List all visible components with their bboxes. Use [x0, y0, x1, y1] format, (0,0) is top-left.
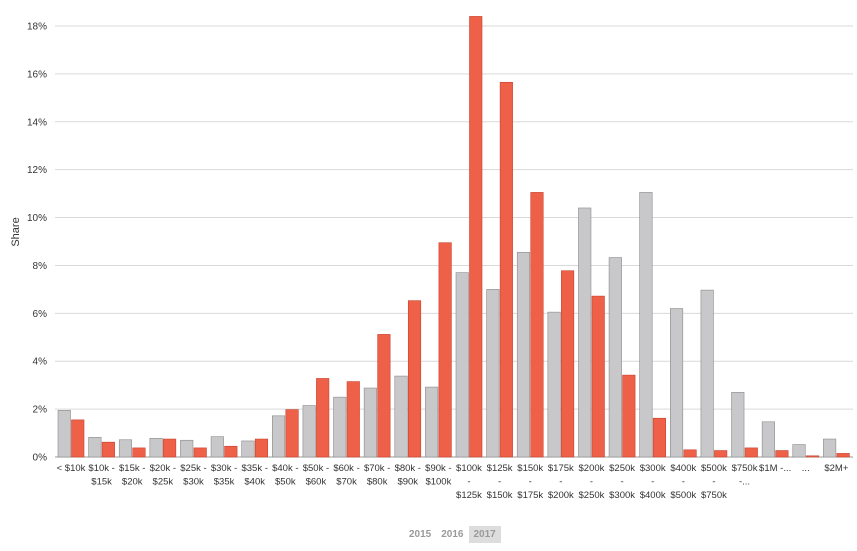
x-tick-label: ... — [802, 463, 810, 474]
bar-2017[interactable] — [530, 192, 544, 458]
year-2017-button[interactable]: 2017 — [468, 526, 501, 543]
bar-2016[interactable] — [363, 387, 377, 458]
x-tick-label: $250k -$300k — [609, 463, 635, 501]
bar-2016[interactable] — [792, 444, 806, 458]
x-tick-label: $60k -$70k — [333, 463, 359, 488]
x-tick-label: $150k -$175k — [517, 463, 543, 501]
bar-2017[interactable] — [561, 270, 575, 458]
x-axis-ticks: < $10k $10k -$15k$15k -$20k$20k -$25k$25k… — [57, 463, 849, 501]
bar-2017[interactable] — [132, 447, 146, 458]
x-tick-label: $25k -$30k — [180, 463, 206, 488]
bar-2016[interactable] — [88, 437, 102, 458]
bar-2017[interactable] — [193, 447, 207, 458]
x-tick-label: $400k -$500k — [670, 463, 696, 501]
bar-2016[interactable] — [731, 392, 745, 458]
x-tick-label: $20k -$25k — [150, 463, 176, 488]
bar-2016[interactable] — [486, 289, 500, 458]
bars — [57, 16, 850, 458]
bar-2017[interactable] — [224, 445, 238, 458]
x-tick-label: $15k -$20k — [119, 463, 145, 488]
x-tick-label: $35k -$40k — [241, 463, 267, 488]
y-tick-label: 16% — [27, 69, 47, 80]
x-tick-label: $750k -... — [732, 463, 758, 488]
bar-2016[interactable] — [578, 207, 592, 458]
y-tick-label: 8% — [33, 261, 48, 272]
grid-lines — [55, 25, 853, 458]
bar-2016[interactable] — [302, 405, 316, 458]
bar-2017[interactable] — [469, 16, 483, 458]
bar-2016[interactable] — [455, 272, 469, 458]
bar-2017[interactable] — [499, 81, 513, 458]
bar-2017[interactable] — [683, 449, 697, 458]
x-tick-label: < $10k — [57, 463, 86, 474]
bar-2016[interactable] — [516, 251, 531, 458]
x-tick-label: $70k -$80k — [364, 463, 390, 488]
bar-2016[interactable] — [761, 421, 775, 458]
y-axis-ticks: 0% 2% 4% 6% 8% 10% 12% 14% 16% 18% — [27, 22, 47, 464]
bar-2017[interactable] — [652, 417, 666, 458]
bar-2017[interactable] — [346, 381, 360, 458]
x-tick-label: $300k -$400k — [640, 463, 666, 501]
bar-2016[interactable] — [394, 375, 408, 458]
x-tick-label: $50k -$60k — [303, 463, 329, 488]
bar-2017[interactable] — [316, 378, 330, 458]
bar-2017[interactable] — [101, 441, 115, 458]
x-tick-label: $30k -$35k — [211, 463, 237, 488]
bar-2017[interactable] — [836, 453, 850, 458]
bar-2017[interactable] — [71, 419, 85, 458]
bar-2017[interactable] — [775, 450, 789, 458]
bar-2017[interactable] — [377, 334, 391, 458]
x-tick-label: $40k -$50k — [272, 463, 298, 488]
bar-2017[interactable] — [622, 374, 636, 458]
y-tick-label: 2% — [33, 405, 48, 416]
x-tick-label: $200k -$250k — [579, 463, 605, 501]
x-tick-label: $2M+ — [824, 463, 848, 474]
bar-2017[interactable] — [805, 455, 820, 458]
bar-2016[interactable] — [118, 439, 133, 458]
x-tick-label: $500k -$750k — [701, 463, 727, 501]
bar-2016[interactable] — [272, 415, 286, 458]
bar-2016[interactable] — [823, 438, 837, 458]
bar-2016[interactable] — [639, 192, 653, 458]
y-tick-label: 14% — [27, 117, 47, 128]
x-tick-label: $175k -$200k — [548, 463, 574, 501]
bar-2016[interactable] — [547, 311, 561, 458]
x-tick-label: $90k -$100k — [425, 463, 451, 488]
bar-2017[interactable] — [285, 409, 299, 458]
bar-2017[interactable] — [254, 438, 268, 458]
bar-2017[interactable] — [591, 295, 605, 458]
year-selector: 2015 2016 2017 — [404, 526, 501, 543]
year-2015-button[interactable]: 2015 — [409, 529, 432, 540]
bar-2017[interactable] — [407, 300, 422, 458]
bar-2016[interactable] — [670, 308, 684, 458]
bar-2016[interactable] — [210, 436, 224, 458]
y-tick-label: 10% — [27, 213, 47, 224]
y-tick-label: 4% — [33, 357, 48, 368]
bar-2017[interactable] — [438, 242, 452, 458]
x-tick-label: $125k -$150k — [487, 463, 513, 501]
bar-2016[interactable] — [700, 289, 714, 458]
year-2016-button[interactable]: 2016 — [441, 529, 464, 540]
x-tick-label: $10k -$15k — [88, 463, 114, 488]
bar-2017[interactable] — [714, 450, 728, 458]
bar-2016[interactable] — [425, 386, 439, 458]
bar-2017[interactable] — [744, 447, 758, 458]
x-tick-label: $1M -... — [759, 463, 791, 474]
bar-2016[interactable] — [149, 438, 163, 458]
bar-2016[interactable] — [180, 439, 194, 458]
bar-2017[interactable] — [163, 438, 177, 458]
y-tick-label: 6% — [33, 309, 48, 320]
bar-2016[interactable] — [241, 440, 255, 458]
bar-2016[interactable] — [608, 257, 622, 458]
y-axis-label: Share — [10, 217, 22, 246]
x-tick-label: $100k -$125k — [456, 463, 482, 501]
bar-2016[interactable] — [333, 396, 347, 458]
y-tick-label: 0% — [33, 453, 48, 464]
x-tick-label: $80k -$90k — [395, 463, 421, 488]
y-tick-label: 18% — [27, 22, 47, 33]
bar-2016[interactable] — [57, 410, 71, 458]
y-tick-label: 12% — [27, 165, 47, 176]
